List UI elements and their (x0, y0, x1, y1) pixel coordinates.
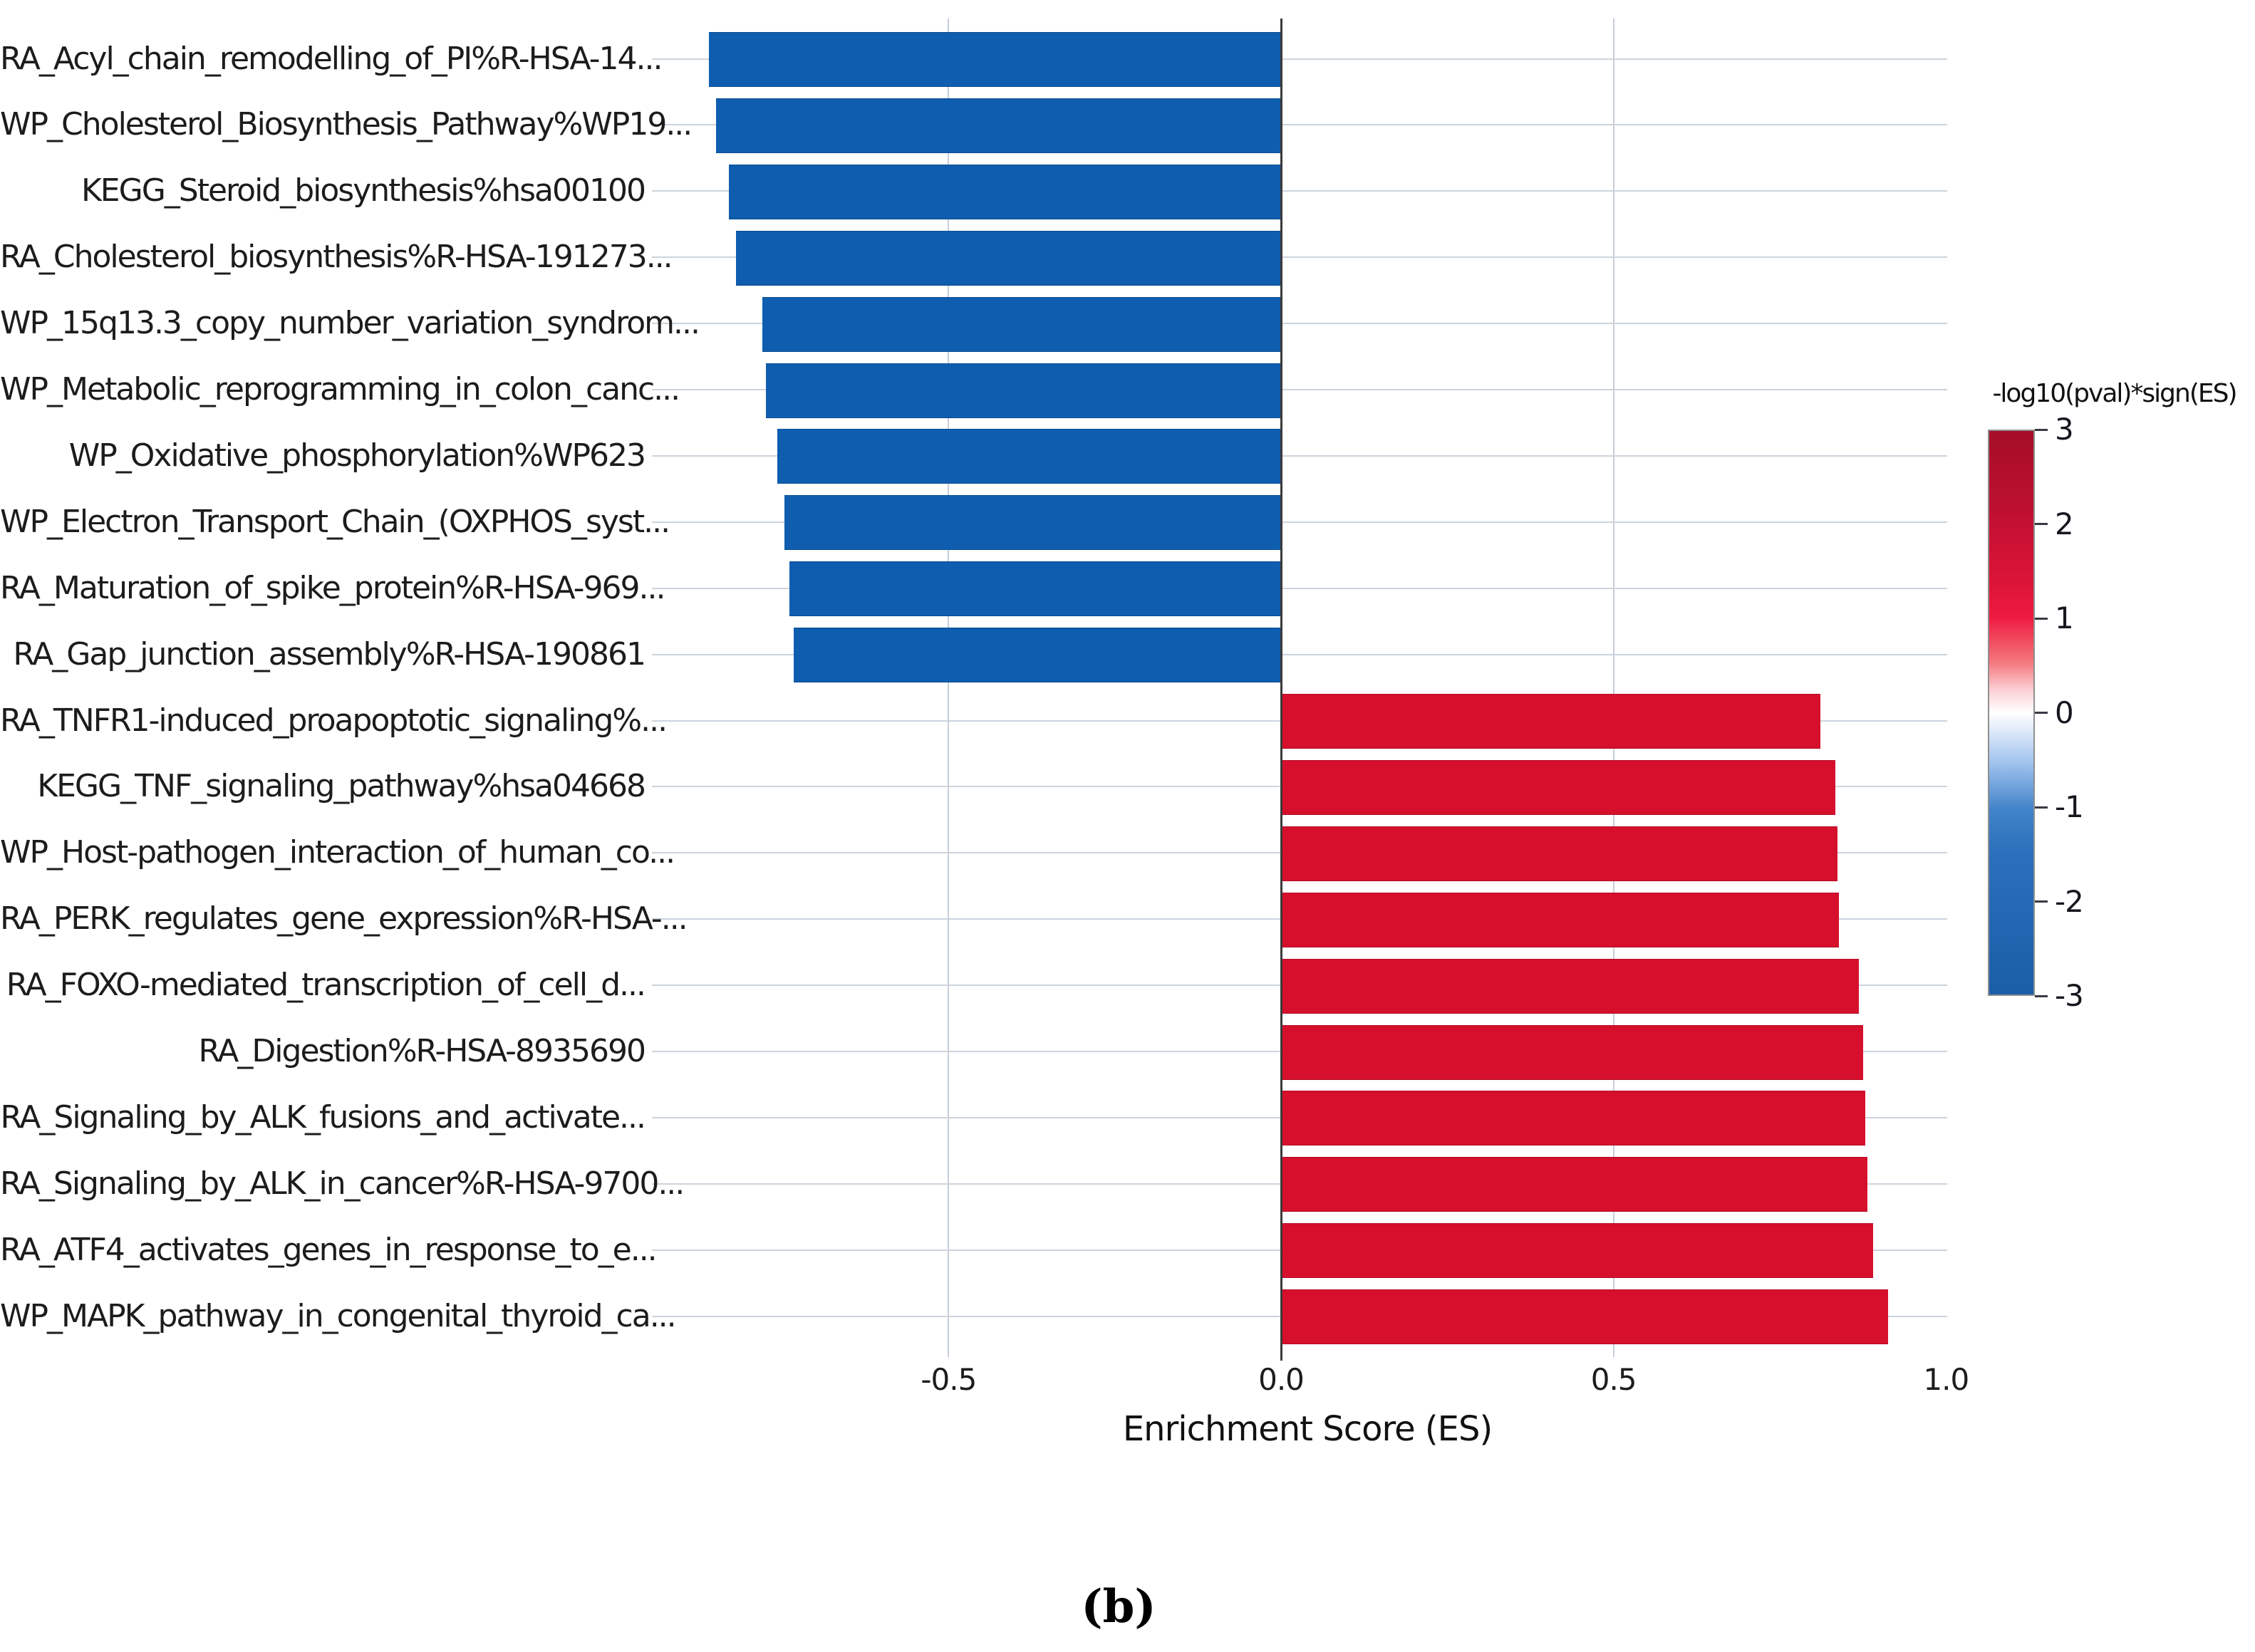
h-gridline (652, 256, 1947, 259)
colorbar-tick (2035, 523, 2048, 525)
x-tick-label: -0.5 (921, 1362, 977, 1397)
category-label: RA_Signaling_by_ALK_fusions_and_activate… (0, 1098, 646, 1136)
category-label: RA_Digestion%R-HSA-8935690 (198, 1033, 646, 1069)
h-gridline (652, 587, 1947, 589)
category-label: RA_PERK_regulates_gene_expression%R-HSA-… (0, 900, 688, 937)
bar (762, 296, 1281, 352)
colorbar-tick (2035, 712, 2048, 714)
colorbar-tick-label: 0 (2055, 695, 2074, 730)
figure-caption: (b) (1081, 1580, 1156, 1633)
bar (1282, 1223, 1873, 1279)
h-gridline (652, 521, 1947, 523)
category-label: WP_Metabolic_reprogramming_in_colon_canc… (0, 371, 680, 407)
v-gridline (1612, 19, 1614, 1357)
category-label: WP_Cholesterol_Biosynthesis_Pathway%WP19… (0, 106, 693, 143)
v-gridline (948, 19, 950, 1357)
bar (715, 98, 1281, 153)
bar (1282, 1091, 1866, 1146)
category-label: WP_Oxidative_phosphorylation%WP623 (68, 437, 646, 474)
bar (765, 363, 1281, 418)
colorbar-tick-label: -3 (2055, 978, 2084, 1013)
colorbar-tick (2035, 428, 2048, 431)
bar (1282, 1157, 1868, 1212)
colorbar-tick (2035, 617, 2048, 620)
category-label: WP_15q13.3_copy_number_variation_syndrom… (0, 305, 700, 342)
category-label: RA_Cholesterol_biosynthesis%R-HSA-191273… (0, 239, 673, 276)
colorbar-tick (2035, 900, 2048, 903)
category-label: RA_Signaling_by_ALK_in_cancer%R-HSA-9700… (0, 1165, 685, 1202)
h-gridline (652, 323, 1947, 325)
x-tick-label: 0.0 (1258, 1362, 1305, 1397)
h-gridline (652, 58, 1947, 60)
category-label: RA_ATF4_activates_genes_in_response_to_e… (0, 1231, 658, 1268)
colorbar-tick-label: 1 (2055, 601, 2074, 635)
bar (1282, 958, 1860, 1014)
h-gridline (652, 124, 1947, 126)
colorbar-title: -log10(pval)*sign(ES) (1992, 379, 2237, 408)
category-label: WP_MAPK_pathway_in_congenital_thyroid_ca… (0, 1297, 677, 1334)
bar (1282, 1024, 1863, 1080)
bar (735, 230, 1281, 286)
category-label: KEGG_TNF_signaling_pathway%hsa04668 (37, 768, 646, 805)
category-label: RA_TNFR1-induced_proapoptotic_signaling%… (0, 702, 668, 739)
colorbar-tick-label: 2 (2055, 506, 2074, 541)
category-label: WP_Electron_Transport_Chain_(OXPHOS_syst… (0, 503, 670, 540)
bar (793, 628, 1281, 683)
colorbar-tick (2035, 994, 2048, 997)
h-gridline (652, 389, 1947, 390)
category-label: RA_FOXO-mediated_transcription_of_cell_d… (6, 967, 646, 1004)
h-gridline (652, 653, 1947, 655)
x-tick-label: 0.5 (1590, 1362, 1637, 1397)
category-label: KEGG_Steroid_biosynthesis%hsa00100 (81, 172, 646, 209)
bar (709, 32, 1281, 87)
colorbar-tick-label: -2 (2055, 883, 2084, 919)
category-label: RA_Acyl_chain_remodelling_of_PI%R-HSA-14… (0, 40, 663, 77)
bar (1282, 694, 1820, 749)
h-gridline (652, 190, 1947, 192)
bar (789, 561, 1281, 617)
bar (1282, 892, 1840, 947)
category-label: RA_Gap_junction_assembly%R-HSA-190861 (13, 635, 646, 672)
bar (784, 495, 1281, 551)
colorbar-gradient (1988, 430, 2035, 996)
x-tick-label: 1.0 (1923, 1362, 1969, 1397)
category-label: RA_Maturation_of_spike_protein%R-HSA-969… (0, 569, 665, 606)
bar (1282, 826, 1838, 881)
h-gridline (652, 454, 1947, 457)
bar (777, 429, 1281, 484)
category-label: WP_Host-pathogen_interaction_of_human_co… (0, 834, 675, 871)
bar (1282, 759, 1835, 815)
bar (729, 164, 1281, 219)
colorbar-tick-label: -1 (2055, 789, 2084, 824)
colorbar-tick-label: 3 (2055, 412, 2074, 447)
colorbar-tick (2035, 806, 2048, 809)
zero-axis-line (1280, 19, 1282, 1361)
x-axis-title: Enrichment Score (ES) (1122, 1409, 1493, 1449)
bar (1282, 1289, 1889, 1345)
